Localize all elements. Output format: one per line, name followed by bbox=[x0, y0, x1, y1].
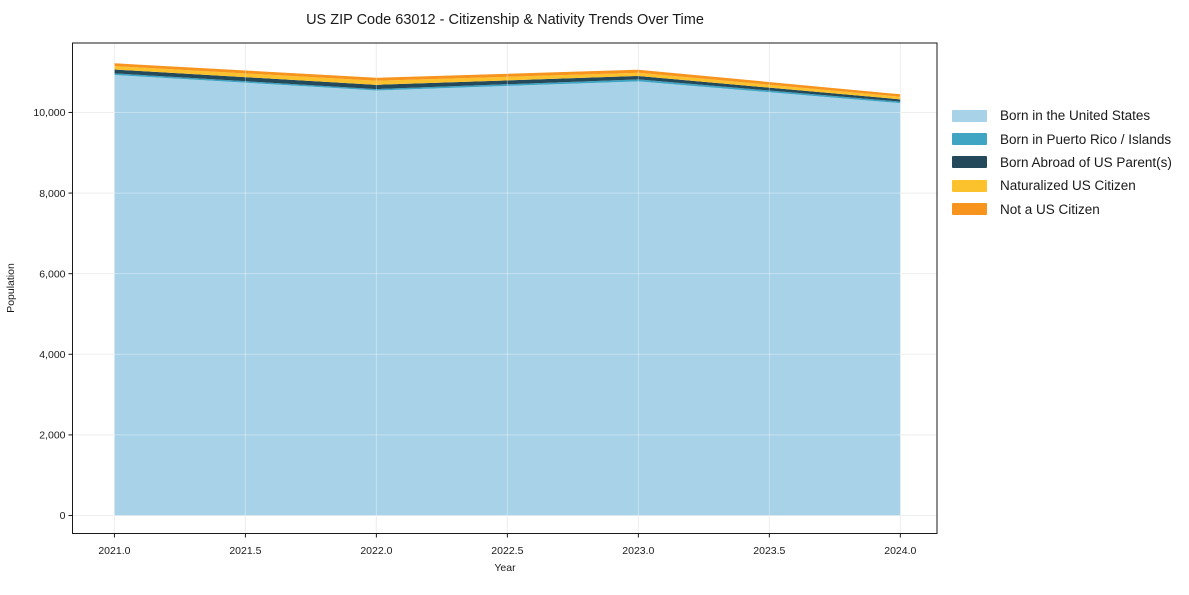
legend-label: Not a US Citizen bbox=[1000, 201, 1100, 217]
chart-title: US ZIP Code 63012 - Citizenship & Nativi… bbox=[306, 12, 704, 28]
legend-swatch-not-citizen bbox=[952, 203, 987, 216]
legend-item-puerto-rico: Born in Puerto Rico / Islands bbox=[952, 127, 1172, 150]
area-band-2 bbox=[114, 69, 901, 102]
y-tick-label: 8,000 bbox=[39, 188, 65, 200]
axis-ticks: 2021.0 2021.5 2022.0 2022.5 2023.0 2023.5 2024… bbox=[33, 107, 916, 557]
x-tick-label: 2023.5 bbox=[753, 545, 785, 557]
x-tick-label: 2021.0 bbox=[98, 545, 130, 557]
x-tick-label: 2024.0 bbox=[884, 545, 916, 557]
plot-border bbox=[72, 42, 938, 534]
legend-label: Born in Puerto Rico / Islands bbox=[1000, 131, 1172, 147]
y-tick-label: 4,000 bbox=[39, 349, 65, 361]
y-tick-label: 10,000 bbox=[33, 107, 65, 119]
legend-swatch-born-abroad bbox=[952, 156, 987, 169]
area-band-0 bbox=[114, 74, 901, 516]
y-tick-label: 6,000 bbox=[39, 268, 65, 280]
area-band-4 bbox=[114, 63, 901, 97]
gridlines-overlay bbox=[72, 43, 937, 534]
legend-swatch-born-us bbox=[952, 109, 987, 122]
legend-swatch-puerto-rico bbox=[952, 133, 987, 146]
y-axis-label: Population bbox=[5, 263, 17, 313]
y-tick-label: 2,000 bbox=[39, 430, 65, 442]
legend-swatch-naturalized bbox=[952, 179, 987, 192]
legend-item-naturalized: Naturalized US Citizen bbox=[952, 174, 1172, 197]
x-tick-label: 2022.5 bbox=[491, 545, 523, 557]
area-band-3 bbox=[114, 66, 901, 100]
legend-item-born-us: Born in the United States bbox=[952, 104, 1172, 127]
legend-item-not-citizen: Not a US Citizen bbox=[952, 198, 1172, 221]
x-tick-label: 2023.0 bbox=[622, 545, 654, 557]
legend-label: Born Abroad of US Parent(s) bbox=[1000, 154, 1172, 170]
x-axis-label: Year bbox=[494, 562, 516, 574]
x-tick-label: 2021.5 bbox=[229, 545, 261, 557]
legend-label: Naturalized US Citizen bbox=[1000, 178, 1136, 194]
legend-label: Born in the United States bbox=[1000, 108, 1151, 124]
x-tick-label: 2022.0 bbox=[360, 545, 392, 557]
legend-item-born-abroad: Born Abroad of US Parent(s) bbox=[952, 151, 1172, 174]
y-tick-label: 0 bbox=[60, 510, 66, 522]
area-series-group bbox=[114, 63, 901, 516]
legend: Born in the United States Born in Puerto… bbox=[952, 104, 1172, 221]
